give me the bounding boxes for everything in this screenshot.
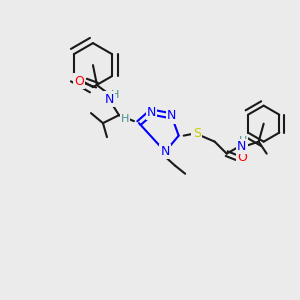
Text: S: S bbox=[193, 127, 201, 140]
Text: O: O bbox=[74, 75, 84, 88]
Text: H: H bbox=[238, 136, 247, 146]
Text: O: O bbox=[238, 151, 248, 164]
Text: N: N bbox=[104, 93, 114, 106]
Text: H: H bbox=[111, 90, 119, 100]
Text: H: H bbox=[121, 114, 129, 124]
Text: N: N bbox=[167, 110, 176, 122]
Text: N: N bbox=[147, 106, 156, 118]
Text: N: N bbox=[237, 140, 246, 153]
Text: N: N bbox=[160, 145, 170, 158]
